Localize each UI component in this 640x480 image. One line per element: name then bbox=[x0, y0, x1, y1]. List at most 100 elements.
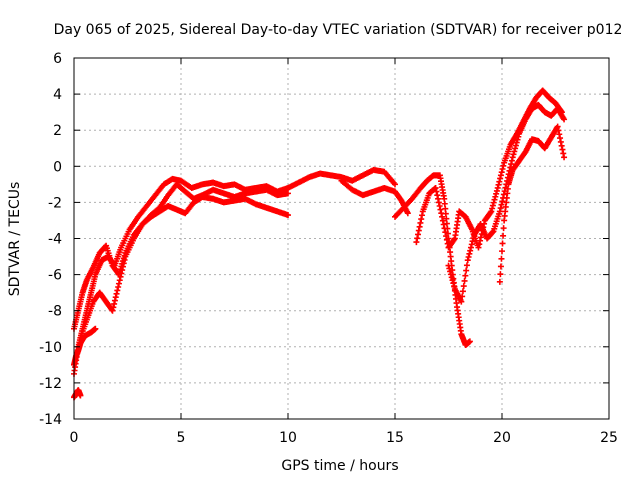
data-point bbox=[493, 187, 500, 194]
data-point bbox=[512, 142, 519, 149]
data-point bbox=[450, 280, 457, 287]
data-point bbox=[467, 244, 474, 251]
data-point bbox=[461, 277, 468, 284]
data-point bbox=[77, 392, 84, 399]
data-point bbox=[458, 298, 465, 305]
data-layer bbox=[71, 87, 568, 401]
data-point bbox=[489, 205, 496, 212]
data-point bbox=[441, 225, 448, 232]
data-point bbox=[476, 241, 483, 248]
data-point bbox=[418, 216, 425, 223]
data-point bbox=[561, 154, 568, 161]
data-point bbox=[462, 272, 469, 279]
data-point bbox=[491, 196, 498, 203]
data-point bbox=[560, 150, 567, 157]
data-point bbox=[559, 146, 566, 153]
axis-ticks: 0 5 10 15 20 25 -14 -12 -10 -8 -6 -4 -2 0 2 4 6 bbox=[39, 51, 618, 446]
data-point bbox=[437, 206, 444, 213]
data-point bbox=[477, 237, 484, 244]
data-point bbox=[500, 191, 507, 198]
data-point bbox=[285, 212, 291, 219]
data-point bbox=[493, 190, 500, 197]
data-point bbox=[464, 257, 471, 264]
data-point bbox=[556, 131, 563, 138]
data-point bbox=[509, 154, 516, 161]
y-axis-label: SDTVAR / TECUs bbox=[7, 182, 23, 297]
y-tick-label: -2 bbox=[48, 195, 62, 211]
data-point bbox=[435, 199, 442, 206]
data-point bbox=[442, 229, 449, 236]
data-point bbox=[495, 181, 502, 188]
data-point bbox=[498, 201, 505, 208]
y-tick-label: 2 bbox=[53, 123, 62, 139]
data-point bbox=[392, 181, 398, 188]
data-point bbox=[119, 263, 126, 270]
data-point bbox=[496, 278, 503, 285]
data-point bbox=[492, 193, 499, 200]
data-point bbox=[415, 227, 422, 234]
data-point bbox=[496, 178, 503, 185]
y-tick-label: 0 bbox=[53, 159, 62, 175]
data-point bbox=[499, 198, 506, 205]
data-point bbox=[477, 234, 484, 241]
data-point bbox=[436, 203, 443, 210]
data-point bbox=[468, 241, 475, 248]
data-point bbox=[416, 223, 423, 230]
y-tick-label: 4 bbox=[53, 87, 62, 103]
y-tick-label: -10 bbox=[39, 340, 62, 356]
data-point bbox=[439, 217, 446, 224]
data-point bbox=[440, 221, 447, 228]
y-tick-label: -4 bbox=[48, 232, 62, 248]
data-point bbox=[470, 235, 477, 242]
data-point bbox=[488, 208, 495, 215]
data-point bbox=[417, 219, 424, 226]
data-point bbox=[489, 229, 496, 236]
data-point bbox=[561, 116, 568, 123]
x-tick-label: 10 bbox=[279, 430, 297, 446]
data-point bbox=[113, 290, 120, 297]
data-point bbox=[115, 280, 122, 287]
data-point bbox=[512, 145, 519, 152]
y-tick-label: -12 bbox=[39, 376, 62, 392]
data-point bbox=[554, 123, 561, 130]
data-point bbox=[500, 232, 507, 239]
data-point bbox=[443, 233, 450, 240]
series-arc-3 bbox=[77, 193, 291, 341]
y-tick-label: -6 bbox=[48, 268, 62, 284]
data-point bbox=[469, 238, 476, 245]
data-point bbox=[447, 268, 454, 275]
data-point bbox=[499, 248, 505, 255]
data-point bbox=[443, 236, 450, 243]
series-arc-7 bbox=[392, 172, 473, 348]
data-point bbox=[451, 283, 458, 290]
data-point bbox=[515, 133, 522, 140]
data-point bbox=[514, 136, 521, 143]
data-point bbox=[448, 274, 455, 281]
data-point bbox=[500, 225, 507, 232]
data-point bbox=[404, 210, 411, 217]
x-tick-label: 0 bbox=[70, 430, 79, 446]
data-point bbox=[111, 300, 118, 307]
data-point bbox=[467, 247, 474, 254]
data-point bbox=[439, 213, 446, 220]
data-point bbox=[447, 271, 454, 278]
data-point bbox=[494, 184, 501, 191]
data-point bbox=[460, 283, 467, 290]
data-point bbox=[118, 270, 125, 277]
data-point bbox=[466, 338, 473, 345]
data-point bbox=[510, 151, 517, 158]
data-point bbox=[432, 184, 439, 191]
data-point bbox=[497, 263, 504, 270]
data-point bbox=[109, 307, 116, 314]
data-point bbox=[513, 139, 520, 146]
data-point bbox=[446, 265, 453, 272]
data-point bbox=[111, 297, 118, 304]
data-point bbox=[497, 175, 504, 182]
x-tick-label: 5 bbox=[177, 430, 186, 446]
data-point bbox=[434, 192, 441, 199]
series-arc-4 bbox=[71, 387, 84, 401]
data-point bbox=[459, 293, 466, 300]
data-point bbox=[500, 162, 507, 169]
data-point bbox=[499, 240, 506, 247]
